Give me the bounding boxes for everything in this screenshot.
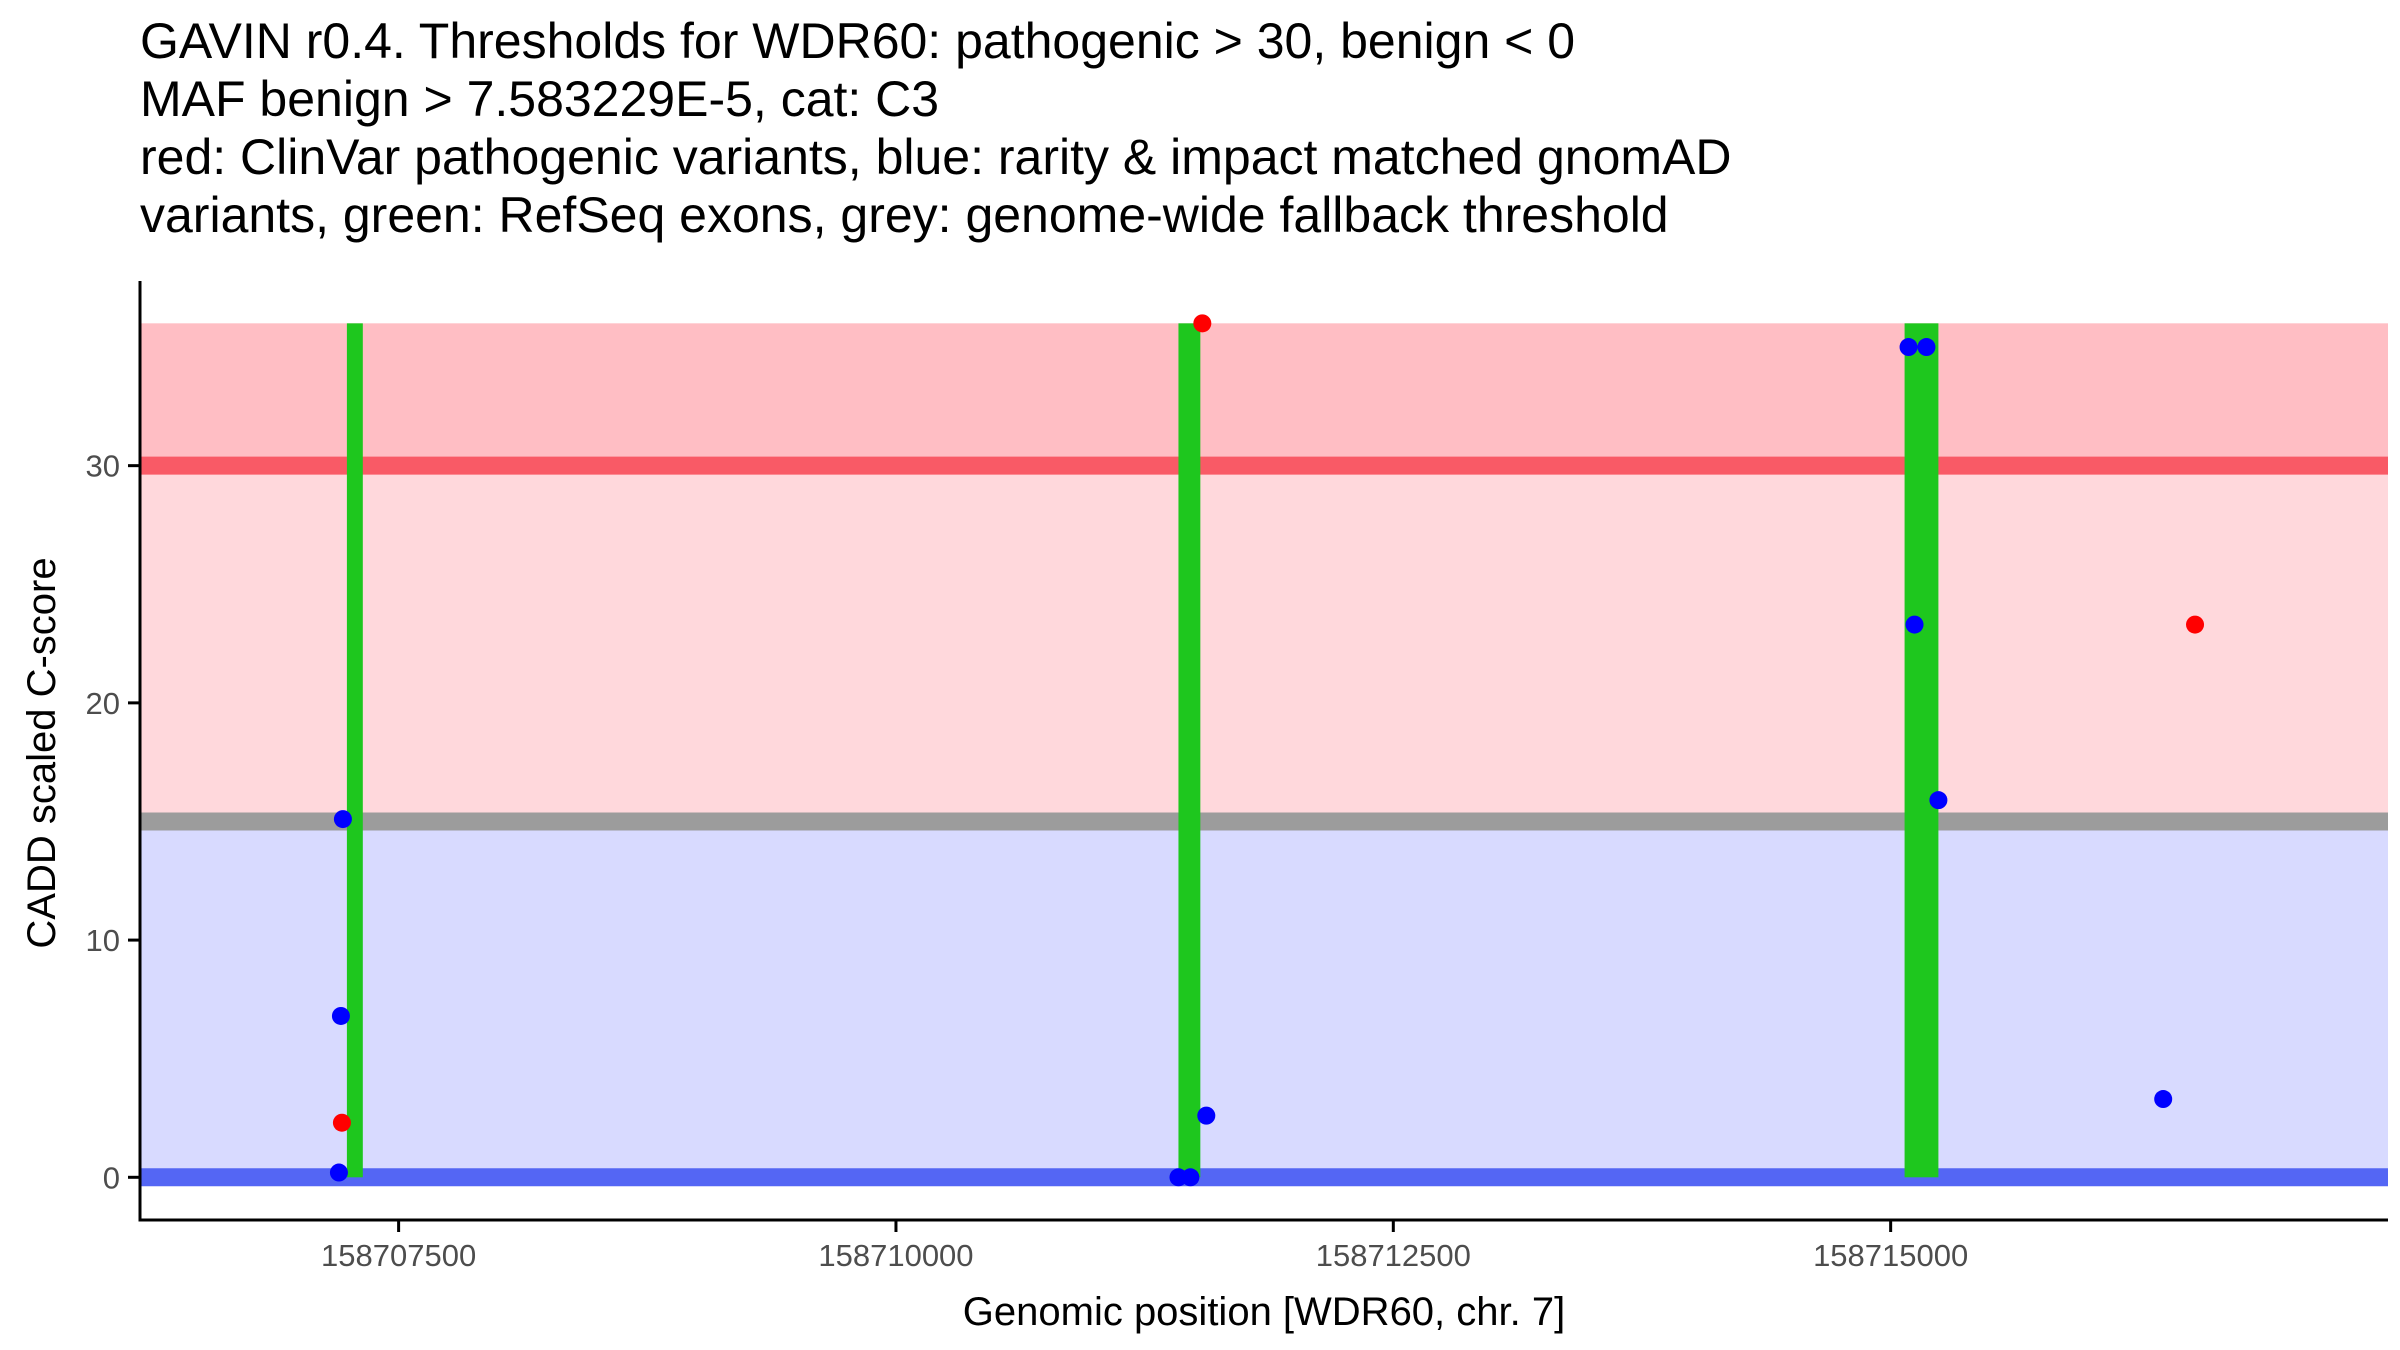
exon-bar-2 xyxy=(1178,323,1201,1178)
y-axis-label: CADD scaled C-score xyxy=(20,557,64,948)
clinvar-point-2 xyxy=(1193,314,1212,333)
gnomad-point-2 xyxy=(331,1006,350,1025)
gnomad-point-8 xyxy=(1917,338,1936,357)
x-tick-label-158710000: 158710000 xyxy=(818,1238,973,1273)
title-line-4: variants, green: RefSeq exons, grey: gen… xyxy=(140,187,1669,243)
y-tick-label-0: 0 xyxy=(103,1160,120,1195)
pathogenic-zone-band xyxy=(140,323,2388,466)
clinvar-point-3 xyxy=(2186,615,2205,634)
x-tick-label-158707500: 158707500 xyxy=(321,1238,476,1273)
gnomad-point-7 xyxy=(1899,338,1918,357)
gnomad-point-6 xyxy=(1197,1106,1216,1125)
clinvar-point-1 xyxy=(332,1113,351,1132)
axes-layer: 0 10 20 30 158707500 158710000 158712500 158715… xyxy=(86,281,2388,1273)
gray-zone-band xyxy=(140,465,2388,822)
benign-zone-band xyxy=(140,821,2388,1178)
gnomad-point-11 xyxy=(2154,1090,2173,1109)
y-tick-label-30: 30 xyxy=(86,449,120,484)
threshold-lines-layer xyxy=(140,456,2388,1187)
title-line-3: red: ClinVar pathogenic variants, blue: … xyxy=(140,129,1732,185)
x-axis-label: Genomic position [WDR60, chr. 7] xyxy=(963,1290,1565,1334)
gnomad-point-3 xyxy=(329,1163,348,1182)
exon-bar-3 xyxy=(1904,323,1939,1178)
gnomad-point-9 xyxy=(1905,615,1924,634)
y-tick-label-20: 20 xyxy=(86,686,120,721)
title-line-1: GAVIN r0.4. Thresholds for WDR60: pathog… xyxy=(140,13,1576,69)
gnomad-point-5 xyxy=(1181,1168,1200,1187)
points-layer xyxy=(329,314,2205,1187)
exons-layer xyxy=(346,323,1939,1178)
exon-bar-1 xyxy=(346,323,363,1178)
x-tick-label-158712500: 158712500 xyxy=(1316,1238,1471,1273)
gnomad-point-1 xyxy=(333,810,352,829)
x-tick-label-158715000: 158715000 xyxy=(1813,1238,1968,1273)
gnomad-point-10 xyxy=(1929,791,1948,810)
bands-layer xyxy=(140,323,2388,1178)
chart-title: GAVIN r0.4. Thresholds for WDR60: pathog… xyxy=(140,12,1731,244)
y-tick-label-10: 10 xyxy=(86,923,120,958)
title-line-2: MAF benign > 7.583229E-5, cat: C3 xyxy=(140,71,940,127)
